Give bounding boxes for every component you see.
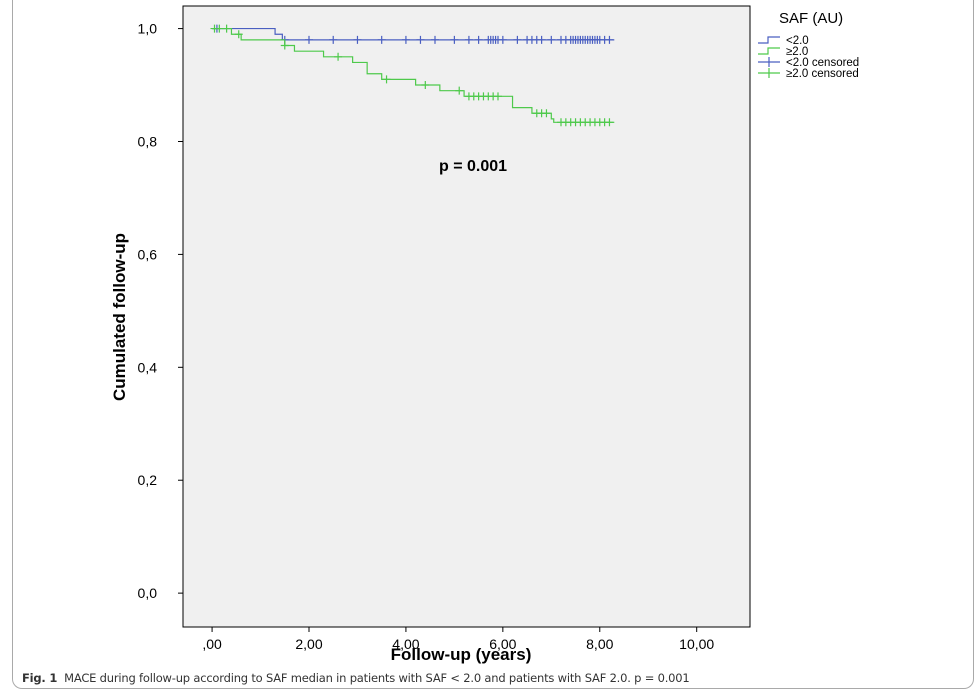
legend-item-below-2-censored-label: <2.0 censored [786,57,859,69]
x-tick-label: 2,00 [295,636,322,652]
legend-item-below-2-label: <2.0 [786,35,809,47]
legend-item-above-2-swatch [758,47,780,55]
x-tick-label: ,00 [202,636,222,652]
y-tick-label: 1,0 [138,21,158,37]
censor-mark-above-2 [542,109,551,118]
censor-mark-above-2 [334,52,343,61]
censor-mark-below-2 [537,35,546,44]
censor-mark-below-2 [498,35,507,44]
legend-title: SAF (AU) [779,10,843,27]
censor-mark-below-2 [605,35,614,44]
caption-label: Fig. 1 [22,671,58,685]
x-tick-label: 6,00 [489,636,516,652]
y-tick-label: 0,0 [138,585,158,601]
legend-item-below-2-swatch [758,36,780,44]
censor-mark-below-2 [464,35,473,44]
figure-frame [12,0,974,689]
series-line-above-2 [212,27,615,123]
legend-item-above-2-censored-label: ≥2.0 censored [786,68,859,80]
x-tick-label: 10,00 [679,636,714,652]
figure-caption: Fig. 1 MACE during follow-up according t… [22,671,690,685]
x-tick-label: 8,00 [586,636,613,652]
y-tick-label: 0,2 [138,472,158,488]
censor-mark-below-2 [416,35,425,44]
censor-mark-below-2 [431,35,439,44]
censor-mark-below-2 [377,35,386,44]
censor-mark-above-2 [215,24,224,33]
censor-mark-below-2 [513,35,522,44]
censor-mark-below-2 [353,35,362,44]
censor-mark-below-2 [329,35,338,44]
legend-item-above-2-censored-swatch [758,68,780,78]
y-tick-label: 0,4 [138,359,158,375]
axis-ticks: ,00 2,00 4,00 6,00 8,00 10,00 0,0 0,2 0,4 0,6 0,8 1… [138,21,715,652]
survival-curves [210,24,615,127]
x-tick-label: 4,00 [392,636,419,652]
censor-mark-above-2 [222,24,231,33]
legend-item-below-2-censored-swatch [758,57,780,67]
series-line-below-2 [212,27,615,41]
censor-mark-below-2 [450,35,459,44]
censor-mark-above-2 [234,30,243,39]
censor-mark-above-2 [421,81,430,90]
censor-mark-below-2 [305,35,313,44]
censor-mark-above-2 [605,118,614,127]
censor-mark-above-2 [382,75,391,84]
y-axis-label: Cumulated follow-up [110,233,129,401]
censor-mark-below-2 [401,35,410,44]
censor-mark-above-2 [494,92,502,101]
censor-mark-below-2 [474,35,483,44]
censor-mark-above-2 [455,86,464,95]
x-axis-label: Follow-up (years) [391,645,532,664]
censor-mark-above-2 [280,41,289,50]
p-value-annotation: p = 0.001 [439,158,507,175]
plot-area [182,5,751,628]
y-tick-label: 0,8 [138,133,158,149]
censor-mark-below-2 [547,35,556,44]
caption-text: MACE during follow-up according to SAF m… [64,671,690,685]
y-tick-label: 0,6 [138,246,158,262]
legend-item-above-2-label: ≥2.0 [786,46,808,58]
legend: SAF (AU) <2.0≥2.0<2.0 censored≥2.0 censo… [758,10,859,80]
